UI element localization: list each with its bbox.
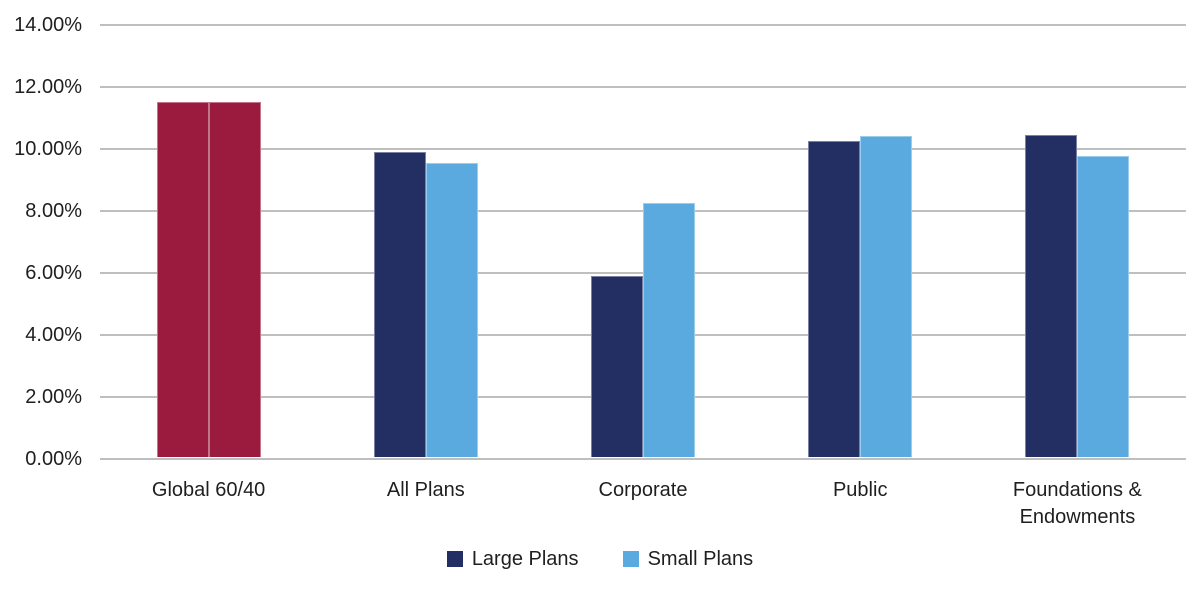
bar-small-plans-all-plans [425, 162, 478, 457]
bar-group-public [752, 23, 969, 457]
gridline-14 [100, 24, 1186, 26]
bar-large-plans-corporate [591, 275, 643, 457]
legend-label: Large Plans [471, 548, 579, 570]
y-tick-label: 6.00% [25, 262, 82, 284]
legend-item-large-plans: Large Plans [446, 547, 579, 571]
x-axis: Global 60/40 All Plans Corporate Public Foun… [100, 477, 1186, 531]
bars-row [100, 23, 1186, 457]
y-axis: 0.00% 2.00% 4.00% 6.00% 8.00% 10.00% 12.00% 14.… [0, 14, 82, 470]
gridline-0 [100, 458, 1186, 460]
y-tick-label: 12.00% [14, 76, 82, 98]
legend-marker-large-plans [446, 551, 463, 567]
legend: Large Plans Small Plans [0, 547, 1200, 571]
plot-area [100, 23, 1186, 460]
gridline-10 [100, 148, 1186, 150]
bar-group-global-60-40 [100, 23, 317, 457]
legend-label: Small Plans [647, 548, 754, 570]
legend-marker-small-plans [622, 551, 639, 567]
bar-large-plans-all-plans [373, 151, 426, 457]
bar-small-plans-public [860, 136, 913, 457]
bar-small-plans-foundations-endowments [1077, 156, 1130, 457]
bar-group-foundations-endowments [969, 23, 1186, 457]
category-label-public: Public [832, 479, 888, 501]
bar-group-all-plans [317, 23, 534, 457]
y-tick-label: 10.00% [14, 138, 82, 160]
y-tick-label: 2.00% [25, 386, 82, 408]
category-label-foundations-endowments: Foundations & Endowments [1012, 479, 1142, 528]
category-label-all-plans: All Plans [386, 479, 465, 501]
y-tick-label: 14.00% [14, 14, 82, 36]
bar-group-corporate [534, 23, 751, 457]
y-tick-label: 4.00% [25, 324, 82, 346]
y-tick-label: 8.00% [25, 200, 82, 222]
bar-large-plans-public [808, 140, 861, 457]
bar-small-plans-global-60-40 [208, 102, 261, 457]
bar-large-plans-foundations-endowments [1025, 134, 1078, 457]
gridline-12 [100, 86, 1186, 88]
y-tick-label: 0.00% [25, 448, 82, 470]
category-label-global-60-40: Global 60/40 [151, 479, 266, 501]
bar-large-plans-global-60-40 [156, 102, 209, 457]
legend-item-small-plans: Small Plans [622, 547, 754, 571]
bar-small-plans-corporate [643, 202, 695, 457]
category-label-corporate: Corporate [598, 479, 688, 501]
